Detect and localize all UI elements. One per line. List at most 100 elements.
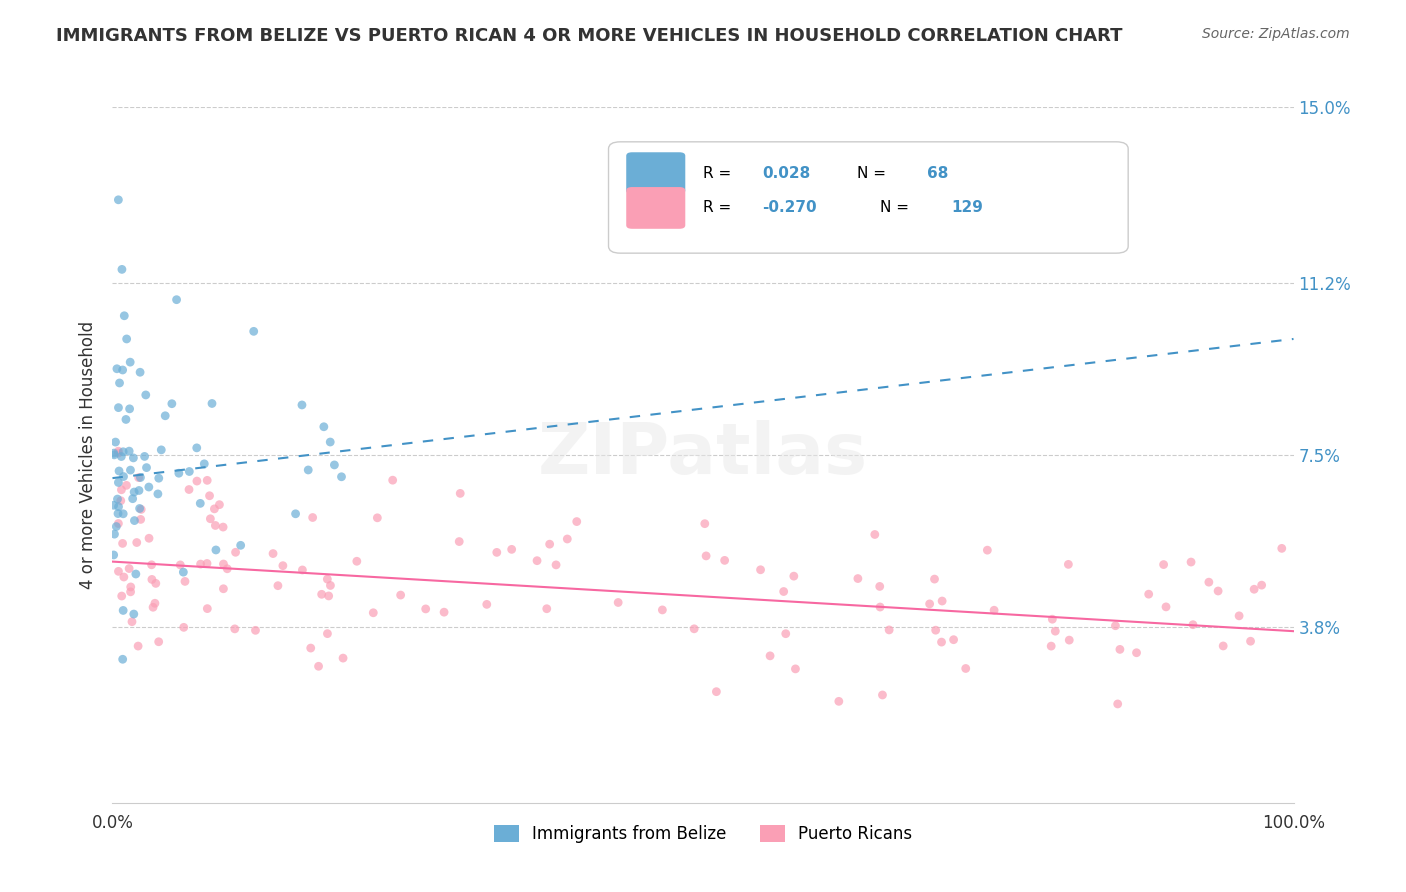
Immigrants from Belize xyxy=(242,324,264,338)
Puerto Ricans xyxy=(449,534,471,549)
Text: -0.270: -0.270 xyxy=(762,201,817,216)
Immigrants from Belize xyxy=(291,398,314,412)
Puerto Ricans xyxy=(544,558,567,572)
Puerto Ricans xyxy=(311,587,333,601)
Immigrants from Belize xyxy=(103,446,125,460)
Text: Source: ZipAtlas.com: Source: ZipAtlas.com xyxy=(1202,27,1350,41)
Puerto Ricans xyxy=(127,639,149,653)
Immigrants from Belize xyxy=(128,501,150,516)
Immigrants from Belize xyxy=(135,388,157,402)
Puerto Ricans xyxy=(1271,541,1294,556)
Immigrants from Belize xyxy=(122,607,145,621)
Puerto Ricans xyxy=(381,473,404,487)
Immigrants from Belize xyxy=(107,500,129,514)
Puerto Ricans xyxy=(863,527,886,541)
Immigrants from Belize xyxy=(125,567,148,582)
Puerto Ricans xyxy=(389,588,412,602)
Immigrants from Belize xyxy=(103,448,125,462)
Puerto Ricans xyxy=(129,512,152,526)
Immigrants from Belize xyxy=(155,409,177,423)
Puerto Ricans xyxy=(115,478,138,492)
Puerto Ricans xyxy=(301,510,323,524)
Puerto Ricans xyxy=(110,493,132,508)
Immigrants from Belize xyxy=(107,492,129,507)
Immigrants from Belize xyxy=(319,435,342,450)
Immigrants from Belize xyxy=(124,514,146,528)
Puerto Ricans xyxy=(693,516,716,531)
Immigrants from Belize xyxy=(120,463,142,477)
Puerto Ricans xyxy=(783,569,806,583)
Immigrants from Belize xyxy=(186,441,208,455)
FancyBboxPatch shape xyxy=(626,153,685,194)
Puerto Ricans xyxy=(713,553,735,567)
Puerto Ricans xyxy=(772,584,794,599)
Puerto Ricans xyxy=(1181,617,1204,632)
Text: 129: 129 xyxy=(950,201,983,216)
Puerto Ricans xyxy=(120,584,142,599)
Puerto Ricans xyxy=(955,661,977,675)
Puerto Ricans xyxy=(1104,618,1126,632)
Immigrants from Belize xyxy=(134,450,156,464)
Immigrants from Belize xyxy=(122,485,145,500)
Text: IMMIGRANTS FROM BELIZE VS PUERTO RICAN 4 OR MORE VEHICLES IN HOUSEHOLD CORRELATI: IMMIGRANTS FROM BELIZE VS PUERTO RICAN 4… xyxy=(56,27,1123,45)
Puerto Ricans xyxy=(141,573,163,587)
Puerto Ricans xyxy=(262,547,284,561)
Immigrants from Belize xyxy=(115,412,138,426)
Puerto Ricans xyxy=(501,542,523,557)
Puerto Ricans xyxy=(148,634,170,648)
Puerto Ricans xyxy=(877,623,900,637)
Puerto Ricans xyxy=(200,512,222,526)
Immigrants from Belize xyxy=(112,507,135,521)
Immigrants from Belize xyxy=(167,467,190,481)
Immigrants from Belize xyxy=(111,363,134,377)
Puerto Ricans xyxy=(129,502,152,516)
Puerto Ricans xyxy=(366,511,388,525)
Puerto Ricans xyxy=(433,605,456,619)
Immigrants from Belize xyxy=(118,444,141,458)
Puerto Ricans xyxy=(111,536,134,550)
Puerto Ricans xyxy=(212,582,235,596)
Puerto Ricans xyxy=(141,558,163,572)
Immigrants from Belize xyxy=(107,193,129,207)
FancyBboxPatch shape xyxy=(609,142,1128,253)
Puerto Ricans xyxy=(186,474,208,488)
Puerto Ricans xyxy=(169,558,191,572)
Immigrants from Belize xyxy=(121,491,143,506)
Puerto Ricans xyxy=(198,489,221,503)
Puerto Ricans xyxy=(361,606,384,620)
Puerto Ricans xyxy=(143,596,166,610)
Legend: Immigrants from Belize, Puerto Ricans: Immigrants from Belize, Puerto Ricans xyxy=(486,819,920,850)
Puerto Ricans xyxy=(316,626,339,640)
Immigrants from Belize xyxy=(160,397,183,411)
Immigrants from Belize xyxy=(146,487,169,501)
Puerto Ricans xyxy=(195,474,218,488)
Puerto Ricans xyxy=(1250,578,1272,592)
Puerto Ricans xyxy=(142,600,165,615)
Puerto Ricans xyxy=(202,501,225,516)
Puerto Ricans xyxy=(828,694,851,708)
Immigrants from Belize xyxy=(112,603,135,617)
Puerto Ricans xyxy=(526,554,548,568)
Puerto Ricans xyxy=(291,563,314,577)
Puerto Ricans xyxy=(1206,584,1229,599)
Puerto Ricans xyxy=(318,589,340,603)
Puerto Ricans xyxy=(1125,646,1147,660)
Puerto Ricans xyxy=(107,444,129,458)
Puerto Ricans xyxy=(212,520,235,534)
Puerto Ricans xyxy=(607,595,630,609)
Immigrants from Belize xyxy=(112,469,135,483)
Puerto Ricans xyxy=(128,470,150,484)
Puerto Ricans xyxy=(1153,558,1175,572)
Puerto Ricans xyxy=(706,684,728,698)
Puerto Ricans xyxy=(346,554,368,568)
Puerto Ricans xyxy=(775,626,797,640)
Puerto Ricans xyxy=(107,565,129,579)
Puerto Ricans xyxy=(565,515,588,529)
Puerto Ricans xyxy=(1154,599,1177,614)
Puerto Ricans xyxy=(683,622,706,636)
Puerto Ricans xyxy=(924,623,946,637)
Puerto Ricans xyxy=(111,589,134,603)
Puerto Ricans xyxy=(177,483,200,497)
Immigrants from Belize xyxy=(297,463,319,477)
Puerto Ricans xyxy=(918,597,941,611)
